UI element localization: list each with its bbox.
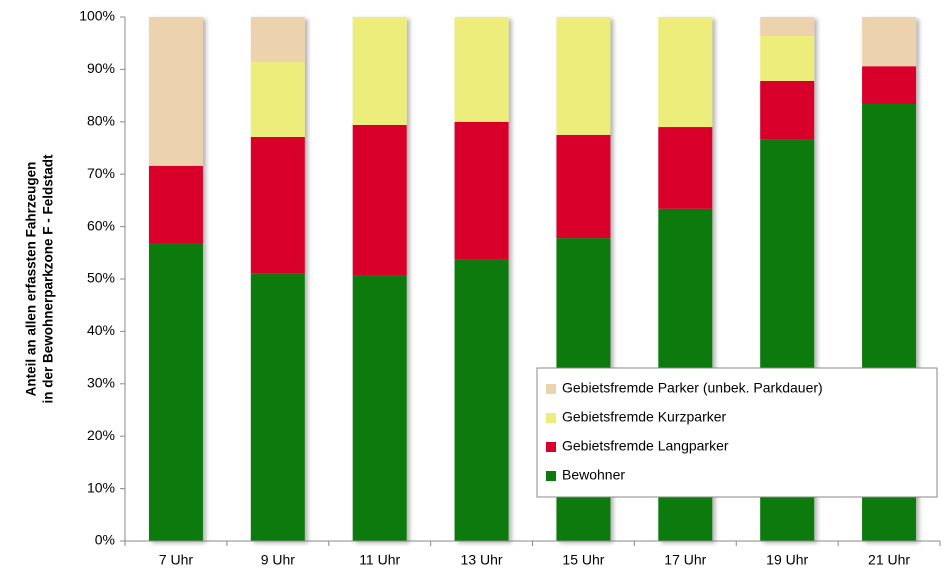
bar-stack [148, 17, 203, 541]
bar-segment [862, 66, 917, 104]
legend-label: Gebietsfremde Langparker [562, 438, 729, 454]
legend: Gebietsfremde Parker (unbek. Parkdauer) G… [536, 367, 938, 498]
y-tick-label: 10% [87, 479, 115, 495]
legend-swatch [546, 413, 556, 423]
y-tick-label: 20% [87, 427, 115, 443]
bar-segment [658, 127, 713, 209]
x-tick-label: 17 Uhr [664, 552, 706, 568]
x-tick-label: 7 Uhr [159, 552, 194, 568]
legend-box [536, 367, 938, 498]
x-tick-label: 11 Uhr [359, 552, 400, 568]
y-axis-label: in der Bewohnerparkzone F - Feldstadt [41, 154, 56, 404]
bar-segment [454, 17, 509, 122]
x-tick-label: 21 Uhr [868, 552, 910, 568]
bar-stack [454, 17, 509, 541]
y-tick-label: 70% [87, 165, 115, 181]
bar-segment [454, 121, 509, 260]
bar-segment [352, 275, 407, 541]
bar-segment [250, 62, 305, 137]
bar-segment [556, 134, 611, 239]
bar-stack [862, 17, 917, 541]
bar-segment [148, 243, 203, 541]
legend-swatch [546, 442, 556, 452]
y-tick-label: 30% [87, 375, 115, 391]
bar-segment [250, 17, 305, 63]
bar-segment [760, 17, 815, 36]
y-tick-label: 0% [95, 532, 115, 548]
x-tick-label: 15 Uhr [562, 552, 604, 568]
legend-label: Gebietsfremde Parker (unbek. Parkdauer) [562, 380, 823, 396]
x-tick-label: 9 Uhr [261, 552, 296, 568]
legend-label: Gebietsfremde Kurzparker [562, 409, 727, 425]
bar-stack [352, 17, 407, 541]
x-tick-label: 19 Uhr [766, 552, 808, 568]
bar-segment [658, 17, 713, 128]
y-tick-label: 50% [87, 270, 115, 286]
bar-segment [250, 273, 305, 541]
legend-swatch [546, 471, 556, 481]
bar-segment [760, 80, 815, 140]
legend-swatch [546, 384, 556, 394]
y-axis-label: Anteil an allen erfassten Fahrzeugen [24, 162, 39, 397]
bar-segment [862, 17, 917, 67]
y-tick-label: 40% [87, 322, 115, 338]
x-tick-label: 13 Uhr [461, 552, 503, 568]
bar-segment [352, 17, 407, 125]
y-tick-label: 60% [87, 217, 115, 233]
y-tick-label: 90% [87, 60, 115, 76]
bar-segment [556, 17, 611, 135]
y-tick-label: 80% [87, 113, 115, 129]
bar-segment [148, 17, 203, 166]
bar-stack [250, 17, 305, 541]
legend-label: Bewohner [562, 467, 625, 483]
bar-segment [250, 136, 305, 274]
bar-segment [454, 259, 509, 541]
y-tick-label: 100% [79, 8, 115, 24]
bar-segment [352, 124, 407, 276]
bar-segment [148, 165, 203, 244]
bar-segment [760, 35, 815, 81]
